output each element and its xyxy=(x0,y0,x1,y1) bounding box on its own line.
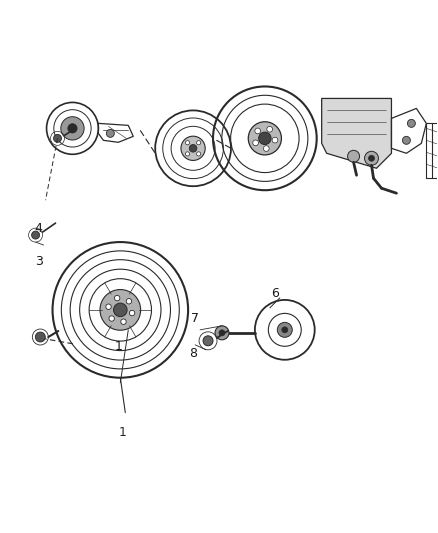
Circle shape xyxy=(181,136,205,160)
Circle shape xyxy=(368,155,374,161)
Text: 6: 6 xyxy=(271,287,279,300)
Circle shape xyxy=(121,319,126,325)
Circle shape xyxy=(407,119,415,127)
Circle shape xyxy=(32,231,39,239)
Circle shape xyxy=(100,289,141,330)
Circle shape xyxy=(53,134,61,142)
Circle shape xyxy=(277,322,292,337)
Circle shape xyxy=(61,117,84,140)
Circle shape xyxy=(248,122,282,155)
Circle shape xyxy=(68,124,77,133)
Circle shape xyxy=(109,316,114,321)
Circle shape xyxy=(255,128,261,134)
Circle shape xyxy=(126,298,132,304)
Circle shape xyxy=(106,130,114,138)
Circle shape xyxy=(272,138,278,143)
Text: 1: 1 xyxy=(114,340,122,353)
Circle shape xyxy=(106,304,111,310)
Circle shape xyxy=(403,136,410,144)
Text: 4: 4 xyxy=(35,222,42,235)
Circle shape xyxy=(189,144,197,152)
Circle shape xyxy=(197,152,201,156)
Circle shape xyxy=(197,141,201,145)
Circle shape xyxy=(219,330,225,336)
Text: 7: 7 xyxy=(191,312,199,325)
Polygon shape xyxy=(321,99,392,168)
Text: 1: 1 xyxy=(118,425,126,439)
Circle shape xyxy=(129,310,135,316)
Circle shape xyxy=(364,151,378,165)
Circle shape xyxy=(185,152,190,156)
Circle shape xyxy=(113,303,127,317)
Circle shape xyxy=(185,141,190,145)
Circle shape xyxy=(258,132,271,144)
Circle shape xyxy=(348,150,360,162)
Circle shape xyxy=(267,126,272,132)
Circle shape xyxy=(203,336,213,346)
Circle shape xyxy=(35,332,45,342)
Text: 3: 3 xyxy=(35,255,42,268)
Circle shape xyxy=(114,295,120,301)
Circle shape xyxy=(253,140,258,146)
Text: 8: 8 xyxy=(189,347,197,360)
Circle shape xyxy=(282,327,288,333)
Circle shape xyxy=(263,146,269,151)
Circle shape xyxy=(215,326,229,340)
